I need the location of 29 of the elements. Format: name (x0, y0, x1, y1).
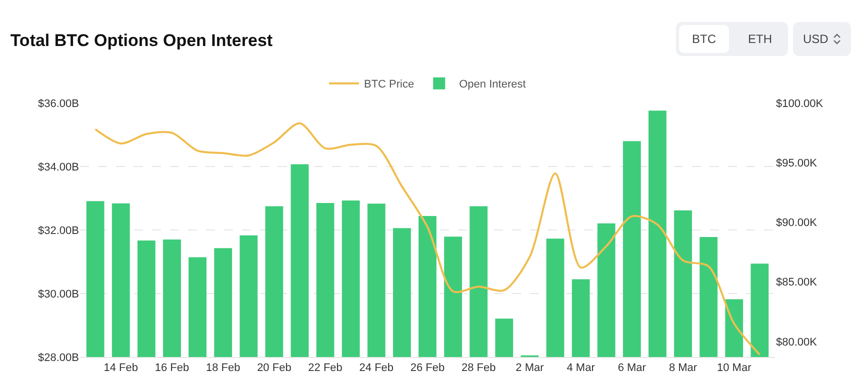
y2-tick-label: $85.00K (776, 276, 818, 289)
y-tick-label: $36.00B (38, 98, 79, 110)
y2-tick-label: $90.00K (776, 217, 818, 230)
y-tick-label: $28.00B (38, 352, 79, 364)
x-tick-label: 24 Feb (359, 362, 394, 374)
x-tick-label: 14 Feb (104, 362, 138, 374)
x-tick-label: 18 Feb (206, 362, 240, 374)
y-tick-label: $34.00B (38, 161, 79, 174)
chart-title: Total BTC Options Open Interest (10, 30, 273, 50)
x-tick-label: 4 Mar (566, 362, 596, 374)
legend-label: BTC Price (364, 78, 414, 91)
x-tick-label: 10 Mar (716, 362, 752, 374)
x-tick-label: 28 Feb (461, 362, 496, 374)
y-tick-label: $30.00B (38, 288, 79, 300)
currency-toggle: BTC ETH (676, 22, 788, 56)
x-tick-label: 2 Mar (516, 362, 544, 374)
y-tick-label: $32.00B (38, 224, 79, 237)
legend-label: Open Interest (459, 78, 526, 91)
x-tick-label: 20 Feb (257, 362, 292, 374)
x-tick-label: 22 Feb (308, 362, 342, 374)
x-tick-label: 8 Mar (668, 362, 698, 374)
x-tick-label: 16 Feb (154, 362, 190, 374)
x-tick-label: 26 Feb (410, 362, 445, 374)
unit-dropdown: USD (793, 22, 852, 56)
y2-tick-label: $95.00K (776, 157, 818, 170)
y2-tick-label: $100.00K (776, 98, 824, 110)
y2-tick-label: $80.00K (776, 336, 818, 348)
x-tick-label: 6 Mar (618, 362, 646, 374)
line-series (94, 122, 761, 356)
